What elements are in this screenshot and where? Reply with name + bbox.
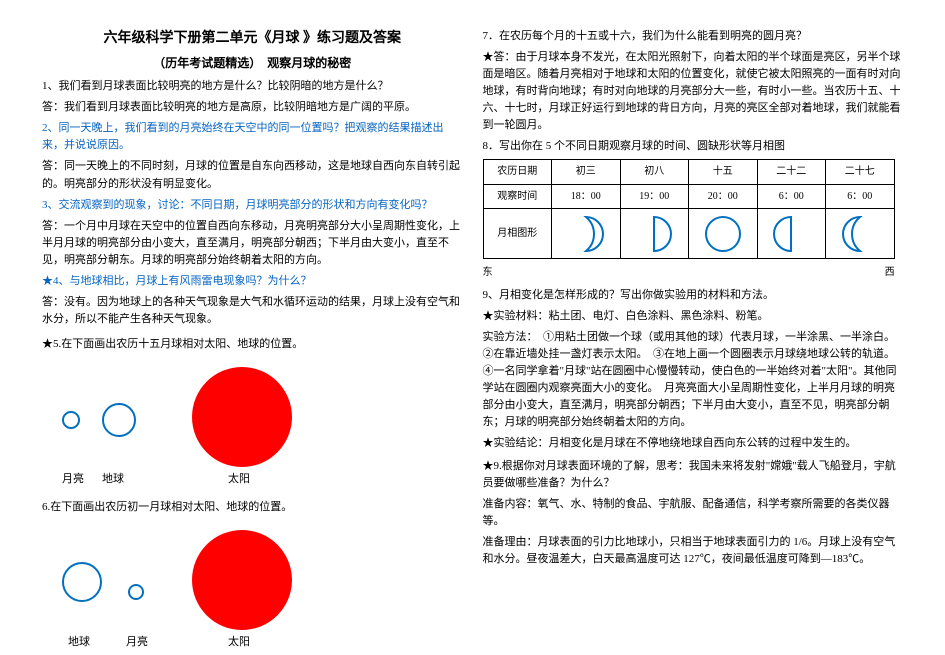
- t4: 6：00: [826, 184, 895, 209]
- table-header-row: 农历日期 初三 初八 十五 二十二 二十七: [483, 160, 894, 185]
- t1: 19：00: [620, 184, 689, 209]
- q9: 9、月相变化是怎样形成的？写出你做实验用的材料和方法。: [483, 287, 904, 304]
- a3: 答：一个月中月球在天空中的位置自西向东移动，月亮明亮部分大小呈周期性变化，上半月…: [42, 218, 463, 269]
- a9-conclusion: 实验结论：月相变化是月球在不停地绕地球自西向东公转的过程中发生的。: [483, 435, 904, 452]
- phase-3: [757, 209, 826, 259]
- a10-reason: 准备理由：月球表面的引力比地球小，只相当于地球表面引力的 1/6。月球上没有空气…: [483, 534, 904, 568]
- th1: 初三: [552, 160, 621, 185]
- table-time-row: 观察时间 18：00 19：00 20：00 6：00 6：00: [483, 184, 894, 209]
- label-moon: 月亮: [62, 471, 84, 488]
- q4: 4、与地球相比，月球上有风雨雷电现象吗？为什么？: [42, 273, 463, 290]
- phase-table: 农历日期 初三 初八 十五 二十二 二十七 观察时间 18：00 19：00 2…: [483, 159, 895, 259]
- east-label: 东: [483, 265, 493, 281]
- label-earth: 地球: [68, 634, 90, 651]
- a10-items: 准备内容：氧气、水、特制的食品、宇航服、配备通信，科学考察所需要的各类仪器等。: [483, 496, 904, 530]
- diagram-q6: [42, 522, 463, 632]
- phase-4: [826, 209, 895, 259]
- t0: 18：00: [552, 184, 621, 209]
- q6: 6.在下面画出农历初一月球相对太阳、地球的位置。: [42, 499, 463, 516]
- a9-method: 实验方法： ①用粘土团做一个球（或用其他的球）代表月球，一半涂黑、一半涂白。 ②…: [483, 329, 904, 431]
- phase-label: 月相图形: [483, 209, 552, 259]
- doc-subtitle: （历年考试题精选） 观察月球的秘密: [42, 54, 463, 73]
- th3: 十五: [689, 160, 758, 185]
- diagram6-labels: 地球 月亮 太阳: [42, 634, 463, 652]
- doc-title: 六年级科学下册第二单元《月球 》练习题及答案: [42, 28, 463, 50]
- a4: 答：没有。因为地球上的各种天气现象是大气和水循环运动的结果，月球上没有空气和水分…: [42, 294, 463, 328]
- th0: 农历日期: [483, 160, 552, 185]
- diagram-q5: [42, 359, 463, 469]
- label-sun: 太阳: [228, 634, 250, 651]
- phase-1: [620, 209, 689, 259]
- q3: 3、交流观察到的现象，讨论：不同日期，月球明亮部分的形状和方向有变化吗？: [42, 197, 463, 214]
- phase-0: [552, 209, 621, 259]
- t2: 20：00: [689, 184, 758, 209]
- diagram5-labels: 月亮 地球 太阳: [42, 471, 463, 489]
- label-earth: 地球: [102, 471, 124, 488]
- west-label: 西: [885, 265, 895, 281]
- a9-materials: 实验材料：粘土团、电灯、白色涂料、黑色涂料、粉笔。: [483, 308, 904, 325]
- right-column: 7．在农历每个月的十五或十六，我们为什么能看到明亮的圆月亮？ 答：由于月球本身不…: [473, 28, 914, 627]
- th5: 二十七: [826, 160, 895, 185]
- phase-2: [689, 209, 758, 259]
- a2: 答：同一天晚上的不同时刻，月球的位置是自东向西移动，这是地球自西向东自转引起的。…: [42, 158, 463, 192]
- a1: 答：我们看到月球表面比较明亮的地方是高原，比较阴暗地方是广阔的平原。: [42, 99, 463, 116]
- q2: 2、同一天晚上，我们看到的月亮始终在天空中的同一位置吗？把观察的结果描述出来，并…: [42, 120, 463, 154]
- q10: 9.根据你对月球表面环境的了解，思考：我国未来将发射"嫦娥"载人飞船登月，宇航员…: [483, 458, 904, 492]
- th4: 二十二: [757, 160, 826, 185]
- label-moon: 月亮: [126, 634, 148, 651]
- q1: 1、我们看到月球表面比较明亮的地方是什么？比较阴暗的地方是什么？: [42, 78, 463, 95]
- a7: 答：由于月球本身不发光，在太阳光照射下，向着太阳的半个球面是亮区，另半个球面是暗…: [483, 49, 904, 134]
- label-sun: 太阳: [228, 471, 250, 488]
- time-label: 观察时间: [483, 184, 552, 209]
- q8: 8．写出你在 5 个不同日期观察月球的时间、圆缺形状等月相图: [483, 138, 904, 155]
- table-phase-row: 月相图形: [483, 209, 894, 259]
- q5: 5.在下面画出农历十五月球相对太阳、地球的位置。: [42, 336, 463, 353]
- q7: 7．在农历每个月的十五或十六，我们为什么能看到明亮的圆月亮？: [483, 28, 904, 45]
- t3: 6：00: [757, 184, 826, 209]
- th2: 初八: [620, 160, 689, 185]
- east-west-row: 东 西: [483, 265, 895, 281]
- left-column: 六年级科学下册第二单元《月球 》练习题及答案 （历年考试题精选） 观察月球的秘密…: [32, 28, 473, 627]
